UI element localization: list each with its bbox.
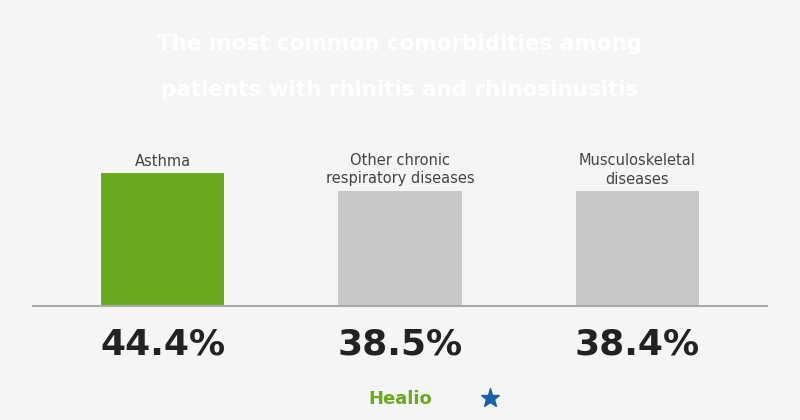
Text: Other chronic
respiratory diseases: Other chronic respiratory diseases bbox=[326, 153, 474, 186]
Text: 38.4%: 38.4% bbox=[575, 327, 700, 361]
Text: 44.4%: 44.4% bbox=[100, 327, 225, 361]
Bar bbox=[338, 191, 462, 306]
Text: The most common comorbidities among: The most common comorbidities among bbox=[158, 34, 642, 54]
Text: patients with rhinitis and rhinosinusitis: patients with rhinitis and rhinosinusiti… bbox=[162, 80, 638, 100]
Text: 38.5%: 38.5% bbox=[338, 327, 462, 361]
Bar bbox=[101, 173, 224, 306]
Text: Musculoskeletal
diseases: Musculoskeletal diseases bbox=[579, 153, 696, 187]
Text: Healio: Healio bbox=[368, 390, 432, 408]
Bar bbox=[576, 191, 699, 306]
Text: Asthma: Asthma bbox=[134, 154, 190, 169]
